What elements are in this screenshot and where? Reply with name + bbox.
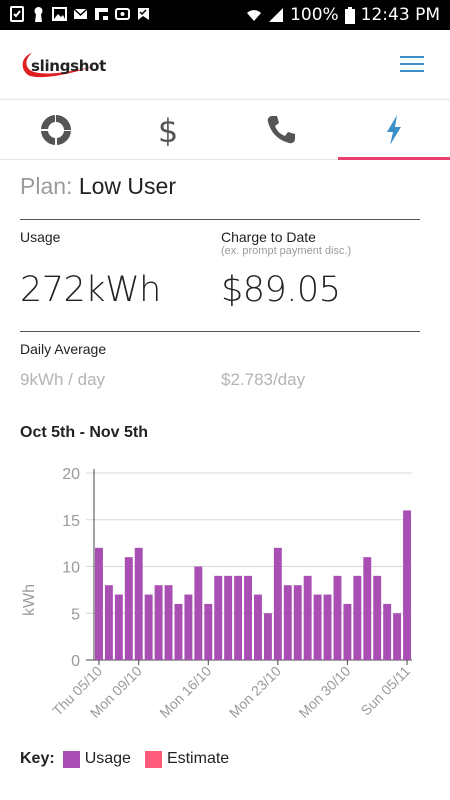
usage-bar (393, 613, 402, 660)
image-icon (52, 7, 67, 21)
daily-average-label: Daily Average (20, 341, 107, 357)
usage-bar (254, 594, 262, 660)
usage-bar (244, 575, 252, 660)
usage-bar (174, 603, 183, 660)
tab-bar: $ (0, 100, 450, 160)
usage-bar (273, 547, 282, 660)
tab-overview[interactable] (0, 100, 112, 160)
charge-label: Charge to Date (221, 229, 316, 245)
key-label: Key: (20, 750, 55, 767)
checklist-icon (10, 6, 24, 22)
usage-bar (144, 594, 153, 660)
usage-bar (353, 575, 362, 660)
usage-bar (154, 585, 163, 660)
logo-text: slingshot (31, 57, 107, 75)
chart-key: Key: Usage Estimate (20, 750, 229, 768)
y-tick-label: 5 (71, 606, 80, 623)
usage-bar (204, 603, 213, 660)
y-tick-label: 10 (62, 560, 80, 577)
usage-bar (293, 585, 302, 660)
usage-bar (95, 547, 103, 660)
x-tick-label: Mon 16/10 (156, 663, 214, 721)
plan-heading: Plan: Low User (20, 173, 176, 200)
usage-bar (214, 575, 223, 660)
flipboard-icon (95, 8, 108, 20)
battery-percent: 100% (290, 5, 339, 25)
dollar-icon: $ (158, 114, 178, 146)
usage-bar (343, 603, 352, 660)
chart-title: Oct 5th - Nov 5th (20, 424, 149, 441)
usage-swatch (62, 750, 80, 768)
phone-icon (267, 116, 295, 144)
estimate-swatch (144, 750, 162, 768)
daily-cost: $2.783/day (221, 370, 306, 389)
wifi-icon (247, 10, 262, 21)
usage-label: Usage (20, 229, 61, 245)
lightning-icon (387, 115, 401, 145)
battery-icon (344, 6, 355, 24)
usage-bar (333, 575, 342, 660)
divider (20, 331, 420, 332)
usage-bar (303, 575, 312, 660)
hamburger-line (400, 56, 424, 58)
key-usage-label: Usage (84, 750, 131, 767)
app-header: slingshot (0, 30, 450, 100)
keyhole-icon (34, 7, 43, 22)
donut-chart-icon (41, 115, 71, 145)
system-status: 100% 12:43 PM (246, 5, 440, 25)
tab-billing[interactable]: $ (112, 100, 224, 160)
usage-bar (164, 585, 173, 660)
tab-phone[interactable] (225, 100, 337, 160)
usage-bar (134, 547, 143, 660)
menu-button[interactable] (400, 56, 430, 76)
mail-icon (73, 8, 88, 19)
x-tick-label: Sun 05/11 (357, 663, 413, 719)
message-icon (115, 8, 130, 20)
x-tick-label: Mon 30/10 (295, 663, 353, 721)
usage-bar (403, 510, 411, 660)
slingshot-logo (22, 53, 95, 78)
key-estimate-label: Estimate (166, 750, 230, 767)
y-tick-label: 20 (62, 466, 80, 483)
usage-bar (114, 594, 123, 660)
charge-value: $89.05 (221, 270, 341, 310)
svg-text:$: $ (158, 114, 178, 146)
usage-bar (373, 575, 382, 660)
y-tick-label: 15 (62, 513, 80, 530)
tasks-icon (138, 8, 149, 20)
signal-icon (269, 8, 284, 22)
hamburger-line (400, 63, 424, 65)
usage-bar (363, 557, 372, 660)
usage-bar (283, 585, 292, 660)
usage-bar (224, 575, 233, 660)
usage-bar (313, 594, 322, 660)
usage-bar (194, 566, 203, 660)
usage-bar (234, 575, 243, 660)
usage-bar (104, 585, 113, 660)
daily-kwh: 9kWh / day (20, 370, 106, 389)
usage-value: 272kWh (20, 270, 161, 310)
plan-name: Low User (78, 173, 176, 199)
plan-label: Plan: (20, 173, 73, 199)
tab-power[interactable] (338, 100, 450, 160)
divider (20, 219, 420, 220)
clock: 12:43 PM (360, 5, 440, 25)
hamburger-line (400, 70, 424, 72)
y-tick-label: 0 (71, 653, 80, 670)
charge-note: (ex. prompt payment disc.) (221, 245, 352, 257)
usage-bar (184, 594, 193, 660)
usage-bar (263, 613, 272, 660)
notification-icons (10, 6, 151, 22)
usage-bar (124, 557, 133, 660)
usage-bar (383, 603, 392, 660)
x-tick-label: Mon 23/10 (226, 663, 284, 721)
status-bar: 100% 12:43 PM (0, 0, 450, 30)
usage-bar (323, 594, 332, 660)
y-axis-label: kWh (21, 584, 38, 616)
